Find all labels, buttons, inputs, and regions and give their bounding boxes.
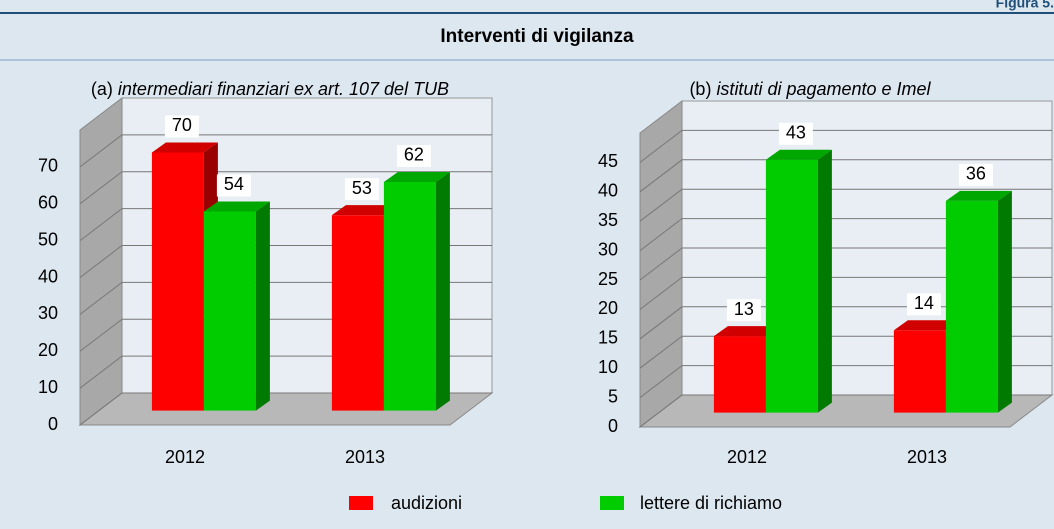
grid-line [639,247,1052,281]
y-tick-label: 0 [48,414,58,434]
value-label-bg [344,178,379,201]
legend-label: audizioni [391,493,462,513]
y-tick-label: 50 [38,229,58,249]
bar-group [203,201,270,411]
value-label: 43 [786,123,806,143]
subtitle: (b) istituti di pagamento e Imel [689,79,931,99]
y-tick-label: 5 [608,386,618,406]
subtitle-text: istituti di pagamento e Imel [716,79,931,99]
y-tick-label: 35 [598,210,618,230]
grid-line [639,159,1052,193]
bar-top [203,201,270,212]
bar [765,159,818,413]
y-tick-label: 20 [598,298,618,318]
bar-group [383,171,450,411]
title: Interventi di vigilanza [440,26,634,47]
grid-line [79,134,492,168]
subtitle-label: (a) [91,79,113,99]
y-tick-label: 20 [38,340,58,360]
bar [713,336,766,413]
value-label-bg [216,174,251,197]
y-tick-label: 10 [598,357,618,377]
bar-group [765,149,832,413]
value-label: 53 [352,178,372,198]
bar-top [713,326,780,337]
y-tick-label: 15 [598,328,618,348]
bar [945,200,998,413]
figure-label: Figura 5. [996,0,1054,11]
bar [151,152,204,411]
y-tick-label: 30 [38,303,58,323]
bar-group [945,190,1012,413]
bar [893,330,946,413]
grid-line [639,129,1052,163]
y-tick-label: 40 [598,181,618,201]
x-tick-label: 2013 [345,447,385,467]
y-tick-label: 40 [38,266,58,286]
value-label-bg [906,293,941,316]
grid-line [639,188,1052,222]
bar-top [765,149,832,160]
value-label: 36 [966,164,986,184]
value-label-bg [958,163,993,186]
y-tick-label: 30 [598,239,618,259]
legend-swatch [349,496,373,510]
y-tick-label: 60 [38,193,58,213]
x-tick-label: 2013 [907,447,947,467]
bar-top [331,205,398,216]
subtitle-label: (b) [689,79,711,99]
bar [383,181,436,411]
grid-line [639,218,1052,251]
grid-line [79,171,492,205]
subtitle-text: intermediari finanziari ex art. 107 del … [118,79,449,99]
bar-side [435,171,450,411]
value-label: 70 [172,115,192,135]
value-label: 13 [734,299,754,319]
legend-label: lettere di richiamo [640,493,782,513]
legend-swatch [600,496,624,510]
x-tick-label: 2012 [165,447,205,467]
value-label-bg [164,115,199,138]
value-label: 54 [224,174,244,194]
bar-top [151,142,218,153]
value-label: 14 [914,293,934,313]
value-label-bg [778,122,813,145]
bar [331,215,384,411]
bar-side [817,149,832,413]
y-tick-label: 0 [608,416,618,436]
bar-top [945,190,1012,201]
y-tick-label: 70 [38,156,58,176]
bar-side [255,201,270,411]
bar [203,211,256,411]
subtitle: (a) intermediari finanziari ex art. 107 d… [91,79,449,99]
y-tick-label: 25 [598,269,618,289]
bar-group [893,320,960,413]
y-tick-label: 45 [598,151,618,171]
bar-side [997,190,1012,413]
x-tick-label: 2012 [727,447,767,467]
y-tick-label: 10 [38,377,58,397]
value-label-bg [396,144,431,167]
bar-top [383,171,450,182]
grid-line [639,276,1052,310]
value-label: 62 [404,145,424,165]
value-label-bg [726,299,761,322]
bar-top [893,320,960,331]
